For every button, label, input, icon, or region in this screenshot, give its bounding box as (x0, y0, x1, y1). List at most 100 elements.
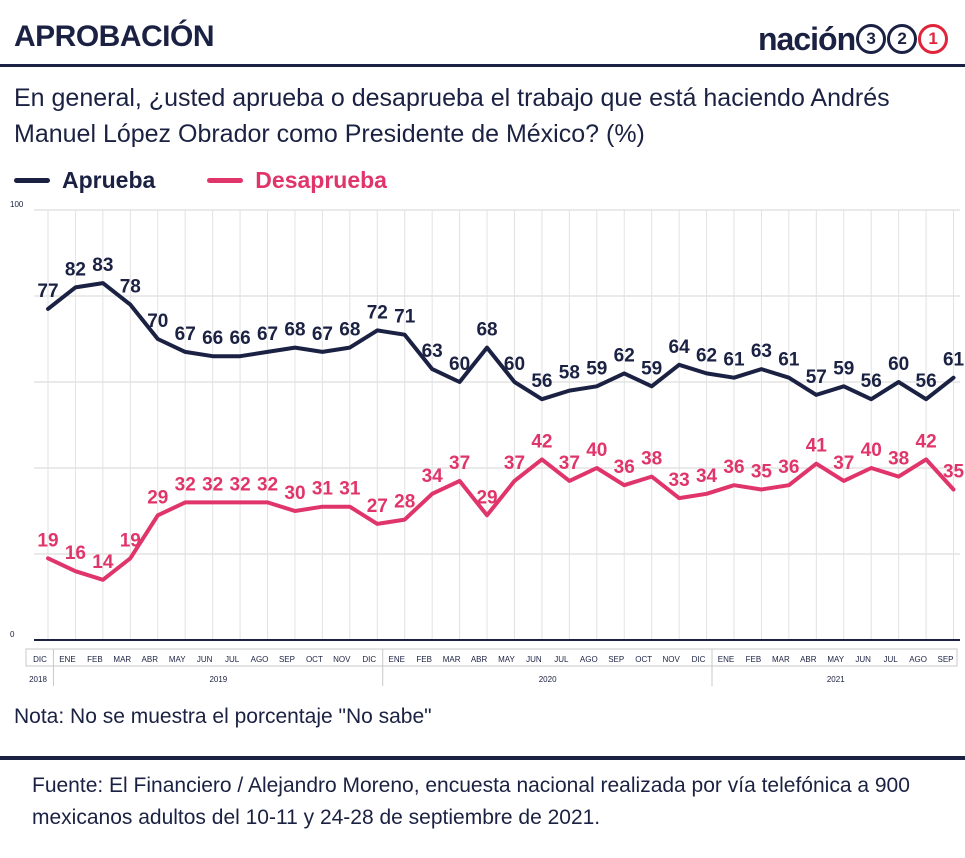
x-tick-label: DIC (33, 655, 47, 664)
data-label-aprueba: 61 (723, 350, 745, 371)
data-label-aprueba: 68 (284, 320, 305, 341)
x-tick-label: FEB (87, 655, 103, 664)
data-label-desaprueba: 34 (696, 466, 718, 487)
data-label-desaprueba: 31 (312, 479, 334, 500)
brand-logo: nación 3 2 1 (758, 20, 949, 58)
data-label-aprueba: 56 (916, 371, 937, 392)
data-label-desaprueba: 38 (888, 449, 909, 470)
data-label-aprueba: 59 (586, 358, 607, 379)
data-label-aprueba: 56 (861, 371, 882, 392)
series-line-desaprueba (46, 457, 956, 582)
data-label-desaprueba: 37 (504, 453, 525, 474)
data-label-desaprueba: 19 (120, 530, 141, 551)
x-tick-label: MAR (113, 655, 131, 664)
data-label-desaprueba: 37 (833, 453, 854, 474)
x-tick-label: AGO (909, 655, 927, 664)
data-label-aprueba: 62 (614, 345, 635, 366)
data-label-desaprueba: 36 (723, 457, 744, 478)
year-label: 2018 (29, 675, 47, 684)
data-label-aprueba: 67 (312, 324, 333, 345)
x-tick-label: ENE (388, 655, 404, 664)
y-tick-label: 100 (10, 200, 24, 209)
x-tick-label: SEP (608, 655, 624, 664)
footer-divider (0, 756, 965, 760)
data-label-aprueba: 83 (92, 255, 113, 276)
data-label-desaprueba: 42 (916, 431, 937, 452)
logo-digit-2: 2 (887, 24, 918, 54)
chart-legend: Aprueba Desaprueba (14, 165, 439, 195)
logo-digit-1: 1 (918, 24, 949, 54)
data-label-desaprueba: 40 (586, 440, 607, 461)
data-label-desaprueba: 36 (614, 457, 635, 478)
data-label-aprueba: 67 (257, 324, 278, 345)
data-label-desaprueba: 42 (531, 431, 552, 452)
x-tick-label: JUN (526, 655, 542, 664)
month-axis-box (25, 648, 958, 667)
data-label-aprueba: 61 (943, 350, 965, 371)
data-label-desaprueba: 31 (339, 479, 361, 500)
year-label: 2019 (209, 675, 227, 684)
data-label-desaprueba: 19 (37, 530, 58, 551)
data-label-aprueba: 57 (806, 367, 827, 388)
legend-label-aprueba: Aprueba (62, 166, 156, 193)
data-label-desaprueba: 37 (449, 453, 470, 474)
legend-label-desaprueba: Desaprueba (255, 166, 387, 193)
data-label-desaprueba: 27 (367, 496, 388, 517)
data-label-desaprueba: 33 (669, 470, 690, 491)
x-tick-label: MAR (772, 655, 790, 664)
x-tick-label: DIC (362, 655, 376, 664)
x-tick-label: ABR (142, 655, 159, 664)
approval-line-chart: 0 100 DIC ENE FEB MAR ABR MAY JUN JUL AGO SEP OCT NOV… (10, 200, 965, 686)
data-label-desaprueba: 40 (861, 440, 882, 461)
data-label-aprueba: 60 (504, 354, 525, 375)
data-label-aprueba: 61 (778, 350, 800, 371)
data-label-aprueba: 63 (751, 341, 772, 362)
legend-swatch-desaprueba (207, 177, 244, 183)
x-tick-label: NOV (333, 655, 351, 664)
data-label-aprueba: 67 (175, 324, 196, 345)
series-line-aprueba (46, 281, 956, 402)
x-tick-label: MAY (827, 655, 844, 664)
data-label-aprueba: 56 (531, 371, 552, 392)
x-tick-label: DIC (692, 655, 706, 664)
x-tick-label: JUN (197, 655, 213, 664)
data-label-desaprueba: 41 (806, 436, 828, 457)
legend-item-desaprueba: Desaprueba (207, 167, 387, 194)
data-label-aprueba: 60 (888, 354, 909, 375)
data-label-aprueba: 72 (367, 302, 388, 323)
data-label-aprueba: 66 (202, 328, 223, 349)
data-label-aprueba: 78 (120, 277, 141, 298)
data-label-desaprueba: 32 (257, 474, 278, 495)
data-label-desaprueba: 37 (559, 453, 580, 474)
legend-swatch-aprueba (14, 177, 50, 183)
data-label-aprueba: 64 (669, 337, 691, 358)
data-label-aprueba: 60 (449, 354, 470, 375)
y-tick-label: 0 (10, 630, 15, 639)
data-label-desaprueba: 32 (175, 474, 196, 495)
data-label-desaprueba: 32 (230, 474, 251, 495)
data-label-aprueba: 59 (833, 358, 854, 379)
data-label-aprueba: 68 (339, 320, 360, 341)
x-tick-label: MAY (169, 655, 186, 664)
data-label-aprueba: 59 (641, 358, 662, 379)
data-label-desaprueba: 29 (476, 487, 497, 508)
data-label-aprueba: 68 (476, 320, 497, 341)
year-label: 2021 (827, 675, 845, 684)
data-label-desaprueba: 34 (422, 466, 444, 487)
data-label-aprueba: 62 (696, 345, 717, 366)
x-tick-label: SEP (938, 655, 954, 664)
data-label-desaprueba: 32 (202, 474, 223, 495)
x-tick-label: ABR (800, 655, 817, 664)
x-tick-label: AGO (251, 655, 269, 664)
x-tick-label: MAR (443, 655, 461, 664)
x-tick-label: MAY (498, 655, 515, 664)
x-tick-label: NOV (662, 655, 680, 664)
data-label-aprueba: 71 (394, 307, 416, 328)
data-label-aprueba: 82 (65, 259, 86, 280)
x-tick-label: JUN (855, 655, 871, 664)
header-divider (0, 64, 965, 67)
x-tick-label: JUL (884, 655, 899, 664)
data-label-desaprueba: 14 (92, 552, 114, 573)
x-tick-label: AGO (580, 655, 598, 664)
data-label-desaprueba: 35 (943, 462, 965, 483)
